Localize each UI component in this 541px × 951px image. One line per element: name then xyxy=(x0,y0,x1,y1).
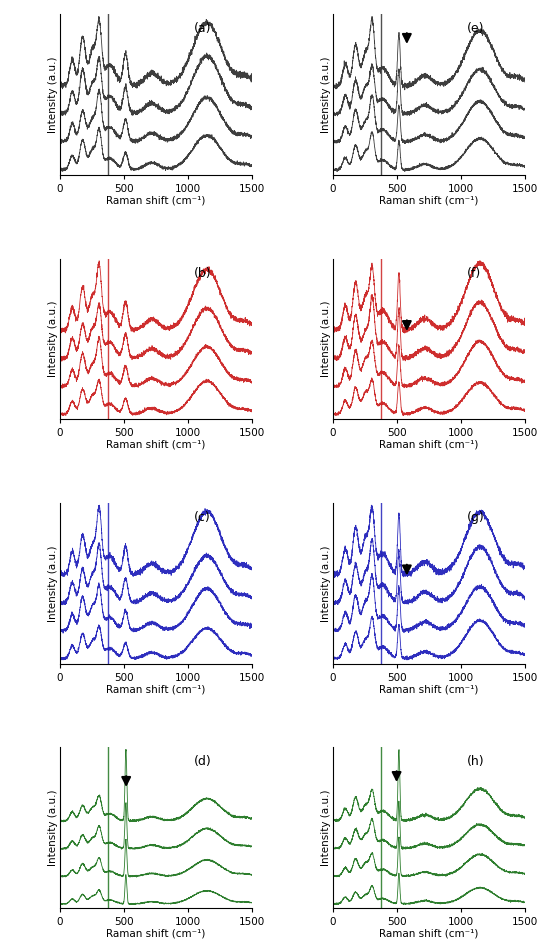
X-axis label: Raman shift (cm⁻¹): Raman shift (cm⁻¹) xyxy=(106,440,206,450)
X-axis label: Raman shift (cm⁻¹): Raman shift (cm⁻¹) xyxy=(379,928,478,939)
Text: (e): (e) xyxy=(467,22,485,35)
Text: (f): (f) xyxy=(467,266,481,280)
Y-axis label: Intensity (a.u.): Intensity (a.u.) xyxy=(321,545,331,622)
Y-axis label: Intensity (a.u.): Intensity (a.u.) xyxy=(48,56,58,133)
Y-axis label: Intensity (a.u.): Intensity (a.u.) xyxy=(321,301,331,378)
X-axis label: Raman shift (cm⁻¹): Raman shift (cm⁻¹) xyxy=(106,928,206,939)
Text: (h): (h) xyxy=(467,755,485,768)
Text: (a): (a) xyxy=(194,22,212,35)
X-axis label: Raman shift (cm⁻¹): Raman shift (cm⁻¹) xyxy=(106,196,206,205)
X-axis label: Raman shift (cm⁻¹): Raman shift (cm⁻¹) xyxy=(106,684,206,694)
Y-axis label: Intensity (a.u.): Intensity (a.u.) xyxy=(321,56,331,133)
Text: (d): (d) xyxy=(194,755,212,768)
X-axis label: Raman shift (cm⁻¹): Raman shift (cm⁻¹) xyxy=(379,196,478,205)
X-axis label: Raman shift (cm⁻¹): Raman shift (cm⁻¹) xyxy=(379,440,478,450)
Y-axis label: Intensity (a.u.): Intensity (a.u.) xyxy=(48,545,58,622)
Text: (c): (c) xyxy=(194,511,211,524)
X-axis label: Raman shift (cm⁻¹): Raman shift (cm⁻¹) xyxy=(379,684,478,694)
Y-axis label: Intensity (a.u.): Intensity (a.u.) xyxy=(48,789,58,866)
Text: (b): (b) xyxy=(194,266,212,280)
Y-axis label: Intensity (a.u.): Intensity (a.u.) xyxy=(321,789,331,866)
Text: (g): (g) xyxy=(467,511,485,524)
Y-axis label: Intensity (a.u.): Intensity (a.u.) xyxy=(48,301,58,378)
